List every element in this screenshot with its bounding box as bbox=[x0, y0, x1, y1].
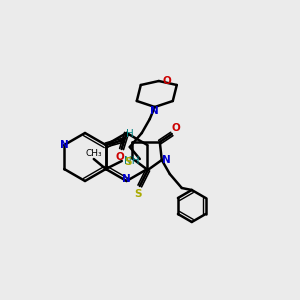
Text: N: N bbox=[150, 106, 159, 116]
Text: H: H bbox=[126, 129, 134, 139]
Text: NH: NH bbox=[124, 156, 140, 166]
Text: S: S bbox=[134, 189, 142, 199]
Text: O: O bbox=[162, 76, 171, 86]
Text: CH₃: CH₃ bbox=[85, 149, 102, 158]
Text: N: N bbox=[60, 140, 69, 150]
Text: N: N bbox=[162, 155, 171, 165]
Text: S: S bbox=[124, 157, 131, 167]
Text: O: O bbox=[171, 123, 180, 133]
Text: O: O bbox=[115, 152, 124, 162]
Text: N: N bbox=[122, 174, 131, 184]
